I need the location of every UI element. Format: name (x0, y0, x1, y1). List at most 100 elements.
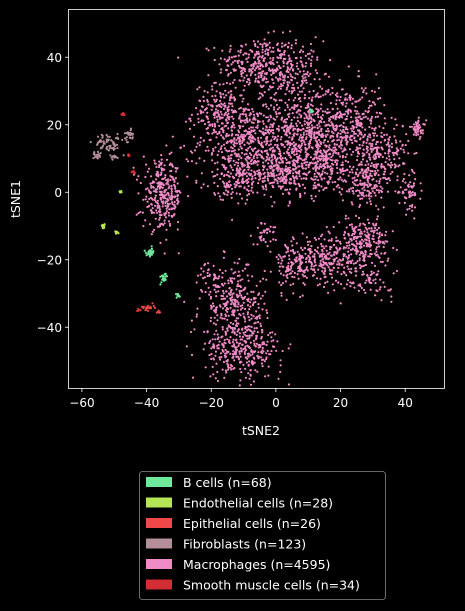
data-point (266, 129, 269, 132)
data-point (332, 125, 335, 128)
data-point (213, 116, 216, 119)
data-point (336, 171, 339, 175)
data-point (260, 337, 263, 340)
data-point (353, 137, 356, 140)
data-point (331, 162, 334, 165)
data-point (105, 138, 108, 141)
data-point (208, 293, 211, 296)
data-point (365, 234, 368, 238)
data-point (395, 248, 398, 251)
data-point (220, 113, 223, 116)
data-point (219, 71, 222, 74)
data-point (383, 173, 386, 176)
data-point (248, 70, 251, 73)
data-point (322, 40, 325, 43)
data-point (379, 185, 382, 188)
data-point (257, 346, 260, 349)
data-point (168, 208, 171, 211)
data-point (193, 149, 197, 152)
data-point (265, 77, 268, 80)
data-point (321, 114, 324, 117)
data-point (407, 152, 410, 155)
data-point (314, 151, 317, 154)
data-point (369, 273, 372, 277)
data-point (372, 178, 375, 181)
data-point (329, 102, 332, 105)
series-endothelial-cells (100, 190, 123, 235)
data-point (289, 30, 292, 33)
data-point (240, 371, 243, 374)
data-point (146, 309, 149, 312)
data-point (227, 127, 230, 130)
data-point (295, 150, 298, 153)
data-point (267, 88, 270, 91)
data-point (309, 135, 312, 138)
data-point (289, 144, 292, 147)
data-point (166, 198, 169, 201)
data-point (235, 161, 238, 164)
data-point (110, 147, 113, 150)
data-point (319, 175, 322, 178)
data-point (351, 102, 354, 105)
data-point (308, 52, 311, 55)
data-point (211, 123, 214, 126)
data-point (350, 187, 353, 190)
data-point (397, 165, 400, 168)
data-point (219, 96, 223, 99)
data-point (356, 122, 359, 125)
data-point (358, 257, 361, 260)
data-point (174, 205, 177, 208)
data-point (304, 113, 307, 116)
data-point (315, 164, 318, 167)
data-point (244, 376, 247, 379)
data-point (286, 134, 289, 137)
data-point (363, 181, 366, 185)
data-point (247, 177, 250, 180)
data-point (137, 192, 140, 195)
data-point (226, 318, 229, 321)
data-point (199, 136, 202, 139)
data-point (216, 370, 219, 374)
data-point (171, 176, 174, 179)
data-point (290, 148, 294, 151)
data-point (261, 308, 264, 311)
data-point (370, 187, 374, 190)
data-point (375, 111, 378, 114)
data-point (252, 339, 255, 342)
data-point (318, 283, 321, 286)
legend: B cells (n=68)Endothelial cells (n=28)Ep… (139, 471, 386, 600)
data-point (239, 106, 242, 109)
data-point (175, 296, 178, 299)
data-point (251, 107, 254, 111)
data-point (360, 160, 363, 164)
data-point (227, 191, 230, 194)
data-point (286, 113, 290, 116)
data-point (393, 151, 396, 155)
data-point (297, 182, 300, 185)
data-point (154, 200, 157, 203)
legend-entry: Epithelial cells (n=26) (146, 516, 321, 531)
data-point (291, 275, 294, 278)
data-point (368, 197, 371, 200)
data-point (221, 276, 224, 279)
data-point (279, 167, 282, 170)
data-point (160, 281, 163, 284)
data-point (303, 123, 306, 126)
data-point (313, 236, 316, 240)
data-point (279, 83, 283, 86)
data-point (157, 175, 160, 178)
data-point (252, 126, 255, 129)
data-point (229, 306, 232, 309)
data-point (212, 358, 215, 361)
data-point (246, 298, 249, 301)
data-point (196, 274, 200, 277)
data-point (195, 281, 198, 284)
data-point (360, 118, 363, 121)
data-point (252, 121, 255, 125)
data-point (361, 270, 365, 273)
data-point (170, 198, 173, 201)
data-point (362, 116, 365, 119)
data-point (278, 173, 281, 176)
data-point (230, 303, 233, 306)
data-point (296, 110, 299, 113)
